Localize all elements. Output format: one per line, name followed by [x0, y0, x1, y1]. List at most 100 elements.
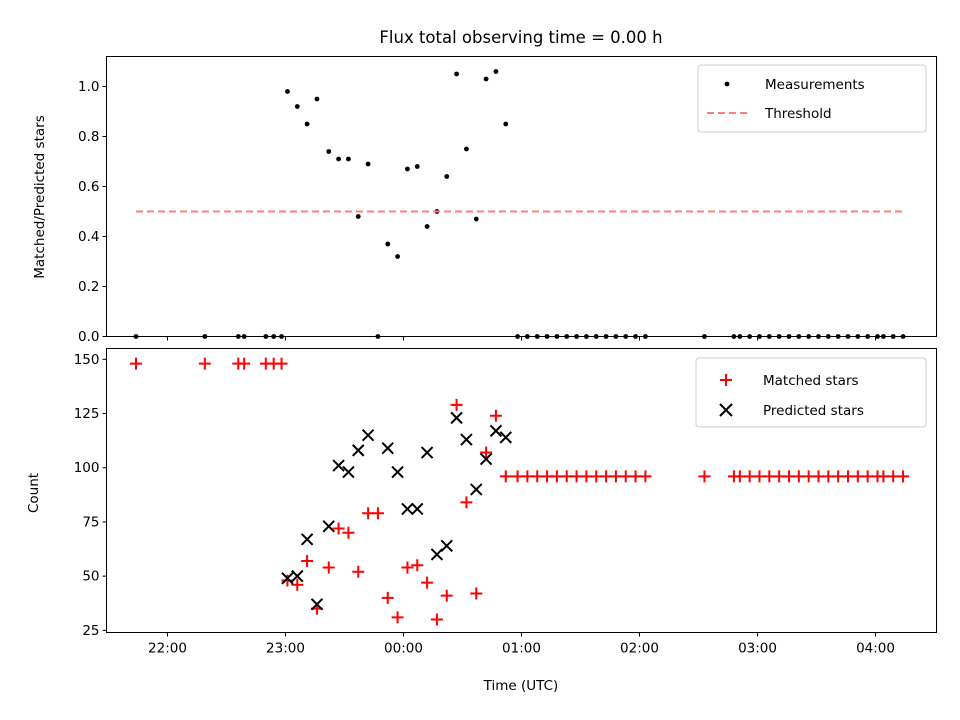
measurements-point — [326, 149, 332, 154]
measurements-point — [454, 71, 459, 77]
measurements-point — [385, 241, 391, 247]
predicted-stars-point — [450, 411, 463, 425]
top-y-axis-label: Matched/Predicted stars — [32, 115, 48, 278]
predicted-stars-point — [342, 465, 355, 479]
matched-stars-point — [281, 574, 294, 587]
predicted-stars-point — [460, 433, 473, 446]
x-tick-label: 00:00 — [384, 641, 423, 657]
measurements-point — [294, 104, 300, 109]
matched-stars-point — [352, 565, 365, 578]
x-tick-label: 22:00 — [148, 641, 187, 657]
predicted-stars-point — [332, 459, 345, 472]
y-tick-label: 75 — [82, 514, 99, 530]
x-tick-label: 02:00 — [620, 641, 659, 657]
matched-stars-point — [275, 357, 288, 370]
threshold-legend-label: Threshold — [764, 106, 832, 122]
measurements-point — [483, 76, 489, 82]
y-tick-label: 0.8 — [78, 129, 99, 145]
matched-stars-point — [291, 578, 304, 591]
measurements-legend-label: Measurements — [765, 77, 865, 93]
y-tick-label: 25 — [82, 623, 99, 639]
matched-stars-point — [381, 591, 394, 604]
y-tick-label: 0.2 — [78, 279, 99, 295]
x-tick-label: 01:00 — [502, 641, 541, 657]
bottom-plot-frame — [106, 348, 937, 633]
measurements-point — [336, 156, 341, 162]
matched-stars-point — [489, 409, 502, 422]
matched-stars-point — [342, 526, 355, 539]
top-legend[interactable]: Measurements Threshold — [697, 64, 927, 133]
predicted-stars-point — [352, 444, 365, 457]
x-tick-label: 04:00 — [856, 641, 895, 657]
predicted-stars-point — [430, 548, 444, 561]
predicted-stars-point — [420, 446, 434, 459]
x-axis-label: Time (UTC) — [483, 678, 559, 694]
predicted-stars-point — [391, 465, 404, 479]
measurements-point — [464, 146, 469, 152]
measurements-point — [304, 121, 310, 127]
bottom-legend[interactable]: Matched stars Predicted stars — [695, 357, 927, 428]
bottom-legend-frame — [695, 357, 927, 428]
top-plot-frame — [106, 56, 937, 337]
measurements-point — [285, 89, 290, 94]
measurements-point — [405, 166, 410, 172]
predicted-stars-legend-label: Predicted stars — [763, 403, 864, 419]
matched-stars-point — [411, 559, 424, 572]
measurements-point — [355, 214, 361, 219]
predicted-stars-point — [489, 424, 503, 438]
y-tick-label: 0.0 — [78, 329, 99, 345]
matched-stars-point — [421, 576, 434, 589]
top-legend-frame — [697, 64, 927, 133]
measurements-point — [444, 174, 450, 179]
matched-stars-point — [401, 561, 414, 574]
matched-stars-point — [897, 470, 910, 483]
matched-stars-point — [301, 554, 314, 567]
predicted-stars-point — [411, 502, 424, 516]
matched-stars-point — [450, 398, 463, 411]
predicted-stars-point — [479, 452, 493, 466]
matched-stars-point — [130, 357, 143, 370]
y-tick-label: 125 — [74, 406, 100, 422]
chart-title: Flux total observing time = 0.00 h — [379, 28, 662, 47]
measurements-point — [346, 156, 351, 162]
measurements-point — [503, 121, 509, 127]
predicted-stars-point — [300, 533, 314, 546]
predicted-stars-point — [322, 520, 335, 533]
matched-stars-legend-marker — [720, 374, 732, 386]
matched-stars-legend-label: Matched stars — [763, 373, 859, 389]
measurements-point — [365, 161, 371, 167]
predicted-stars-point — [401, 502, 414, 516]
y-tick-label: 0.6 — [78, 179, 99, 195]
x-tick-label: 03:00 — [738, 641, 777, 657]
matched-stars-point — [698, 470, 711, 483]
measurements-point — [414, 164, 420, 169]
matched-stars-point — [460, 496, 473, 509]
matched-stars-point — [322, 561, 335, 574]
matched-stars-point — [639, 470, 652, 483]
predicted-stars-point — [361, 429, 375, 442]
measurements-point — [473, 216, 479, 222]
matched-stars-point — [480, 446, 493, 459]
top-panel: 0.0 0.2 0.4 0.6 0.8 1.0 Matched/Predicted sta… — [32, 56, 937, 345]
matched-stars-point — [238, 357, 251, 370]
matched-stars-point — [440, 589, 453, 602]
predicted-stars-point — [470, 483, 483, 496]
y-tick-label: 100 — [74, 460, 100, 476]
predicted-stars-point — [381, 442, 394, 455]
predicted-stars-point — [499, 431, 512, 444]
measurements-legend-marker — [724, 81, 730, 87]
matched-stars-point — [430, 613, 443, 626]
predicted-stars-point — [310, 598, 324, 611]
measurements-point — [493, 69, 499, 74]
y-tick-label: 1.0 — [78, 79, 99, 95]
predicted-stars-point — [281, 572, 294, 585]
measurements-point — [395, 254, 400, 259]
y-tick-label: 150 — [74, 352, 100, 368]
y-tick-label: 0.4 — [78, 229, 99, 245]
predicted-stars-legend-marker — [719, 403, 733, 417]
bottom-y-axis-label: Count — [26, 473, 42, 513]
y-tick-label: 50 — [82, 569, 99, 585]
matched-stars-point — [371, 507, 384, 520]
measurements-point — [424, 224, 430, 229]
